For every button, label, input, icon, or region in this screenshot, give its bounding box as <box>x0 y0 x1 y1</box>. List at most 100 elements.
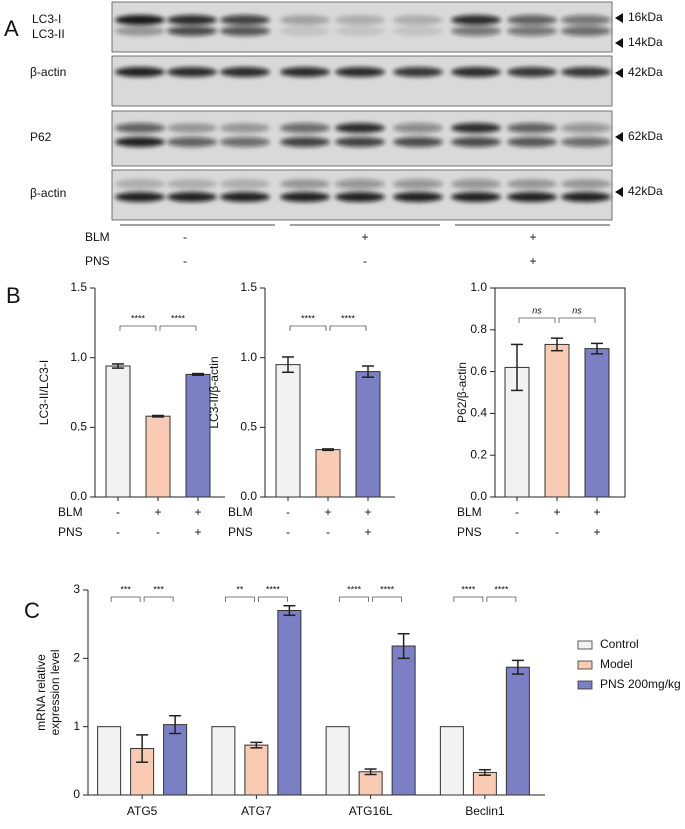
marker-arrow <box>615 187 623 197</box>
error-bar <box>169 714 182 735</box>
condition-mark: - <box>156 525 160 539</box>
y-tick-label: 0.0 <box>240 489 257 503</box>
error-bar <box>511 343 523 392</box>
sig-bracket <box>119 325 157 331</box>
blot-band <box>167 15 217 25</box>
y-tick-label: 0.5 <box>240 420 257 434</box>
sig-label: ns <box>572 305 582 315</box>
marker-arrow <box>615 13 623 23</box>
y-tick-label: 0.5 <box>70 420 87 434</box>
condition-mark: - <box>286 525 290 539</box>
condition-mark: - <box>326 525 330 539</box>
error-bar <box>152 414 164 418</box>
y-tick-label: 2 <box>73 651 80 665</box>
blot-band <box>167 26 217 36</box>
blot-band <box>393 26 443 36</box>
blot-band <box>280 179 330 189</box>
error-bar <box>282 356 294 374</box>
bar <box>584 348 610 498</box>
condition-label: PNS <box>457 525 482 539</box>
condition-mark: - <box>116 505 120 519</box>
blot-band <box>335 26 385 36</box>
blot-band <box>393 137 443 147</box>
sig-bracket <box>558 317 596 323</box>
condition-mark: - <box>183 230 187 244</box>
blot-band <box>335 137 385 147</box>
blot-band <box>280 67 330 77</box>
condition-mark: - <box>515 525 519 539</box>
blot-band <box>507 137 557 147</box>
x-tick-label: ATG5 <box>127 804 158 818</box>
y-tick-label: 0 <box>73 787 80 801</box>
blot-band <box>507 67 557 77</box>
condition-label: BLM <box>457 505 482 519</box>
marker-arrow <box>615 132 623 142</box>
blot-band <box>115 123 165 133</box>
sig-label: **** <box>171 313 186 323</box>
kda-label: 16kDa <box>628 10 663 24</box>
blot-band <box>561 67 611 77</box>
blot-band <box>335 123 385 133</box>
y-tick-label: 1.0 <box>470 280 487 294</box>
blot-band <box>167 67 217 77</box>
condition-mark: + <box>593 525 600 539</box>
bar <box>358 771 383 796</box>
blot-band <box>220 26 270 36</box>
error-bar <box>322 448 334 452</box>
blot-band <box>115 179 165 189</box>
y-tick-label: 1 <box>73 719 80 733</box>
blot-band <box>335 179 385 189</box>
legend-swatch <box>577 640 593 650</box>
blot-band <box>451 67 501 77</box>
error-bar <box>192 372 204 376</box>
bar <box>97 726 122 796</box>
sig-bracket <box>453 596 484 602</box>
sig-label: *** <box>120 584 131 594</box>
error-bar <box>511 659 524 675</box>
blot-band <box>507 179 557 189</box>
error-bar <box>478 768 491 776</box>
blot-band <box>507 123 557 133</box>
error-bar <box>283 604 296 617</box>
marker-arrow <box>615 68 623 78</box>
bar <box>505 666 530 796</box>
condition-mark: - <box>286 505 290 519</box>
y-axis-label: LC3-II/β-actin <box>207 356 221 428</box>
y-tick-label: 1.0 <box>240 350 257 364</box>
sig-bracket <box>159 325 197 331</box>
y-tick-label: 0.8 <box>470 322 487 336</box>
legend-swatch <box>577 660 593 670</box>
y-tick-label: 1.0 <box>70 350 87 364</box>
blot-band <box>561 26 611 36</box>
blot-band <box>167 192 217 202</box>
condition-label: BLM <box>85 230 110 244</box>
blot-band <box>280 15 330 25</box>
blot-band <box>115 26 165 36</box>
blot-band <box>335 67 385 77</box>
bar <box>325 726 350 796</box>
kda-label: 42kDa <box>628 65 663 79</box>
y-tick-label: 0.6 <box>470 364 487 378</box>
y-axis-label: LC3-II/LC3-I <box>37 360 51 425</box>
marker-arrow <box>615 38 623 48</box>
sig-bracket <box>372 596 403 602</box>
bar <box>275 364 301 498</box>
blot-band <box>280 123 330 133</box>
bar <box>145 415 171 498</box>
blot-band <box>507 26 557 36</box>
condition-mark: - <box>555 525 559 539</box>
error-bar <box>591 342 603 355</box>
bar <box>315 449 341 498</box>
error-bar <box>397 632 410 660</box>
y-tick-label: 0.4 <box>470 406 487 420</box>
condition-label: BLM <box>228 505 253 519</box>
y-axis-label: P62/β-actin <box>455 362 469 423</box>
blot-label: LC3-II <box>32 27 65 41</box>
sig-label: **** <box>341 313 356 323</box>
blot-band <box>451 15 501 25</box>
condition-mark: + <box>194 505 201 519</box>
condition-label: PNS <box>58 525 83 539</box>
condition-mark: + <box>361 230 368 244</box>
blot-band <box>451 137 501 147</box>
